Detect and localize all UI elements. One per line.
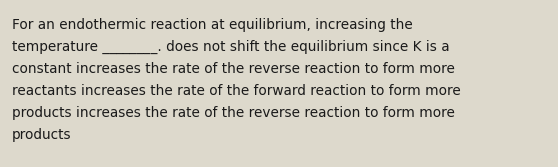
Text: For an endothermic reaction at equilibrium, increasing the: For an endothermic reaction at equilibri… (12, 18, 413, 32)
Text: products increases the rate of the reverse reaction to form more: products increases the rate of the rever… (12, 106, 455, 120)
Text: reactants increases the rate of the forward reaction to form more: reactants increases the rate of the forw… (12, 84, 461, 98)
Text: products: products (12, 128, 71, 142)
Text: constant increases the rate of the reverse reaction to form more: constant increases the rate of the rever… (12, 62, 455, 76)
Text: temperature ________. does not shift the equilibrium since K is a: temperature ________. does not shift the… (12, 40, 450, 54)
